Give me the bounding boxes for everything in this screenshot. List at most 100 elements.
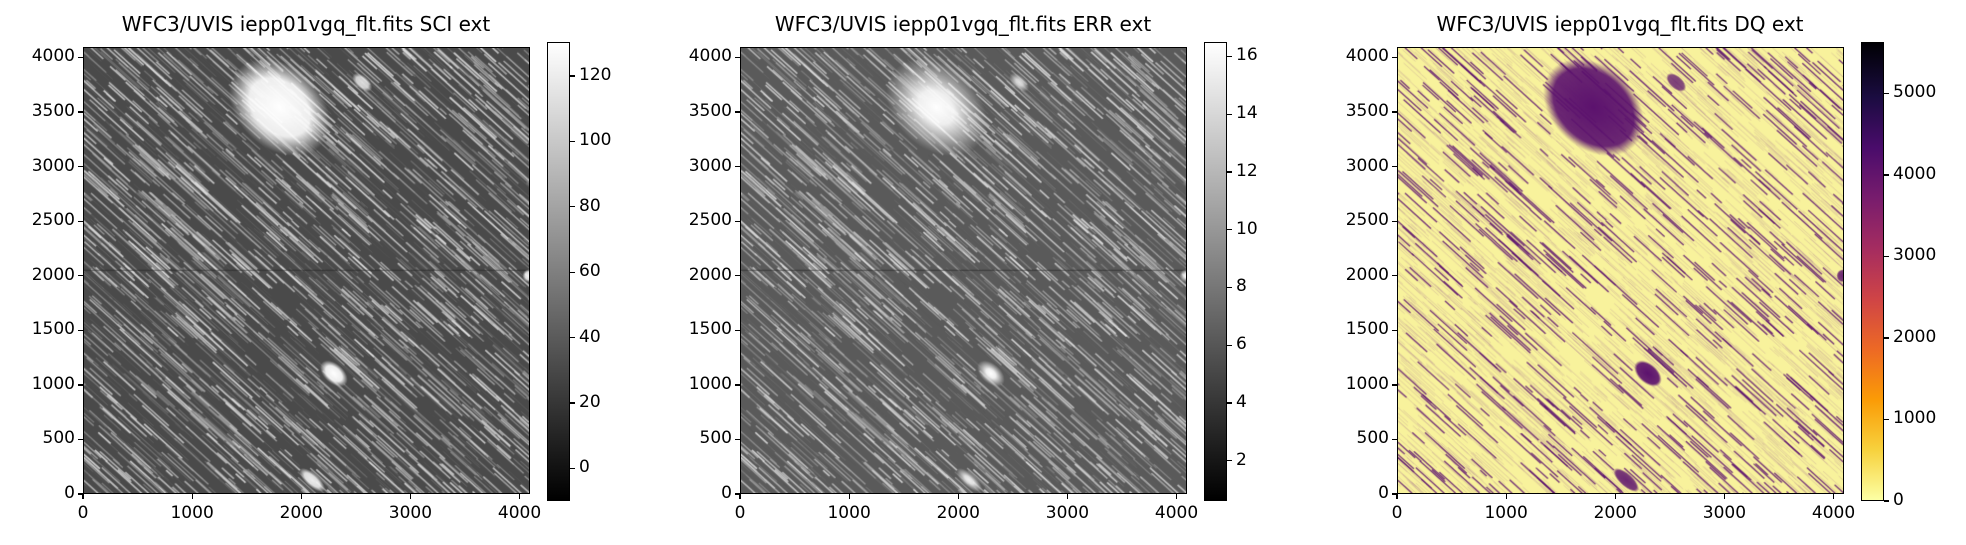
colorbar-tick xyxy=(1227,286,1232,289)
colorbar-tick xyxy=(570,75,575,77)
y-tick xyxy=(1392,384,1397,386)
x-tick xyxy=(848,494,850,499)
colorbar-tick-label: 5000 xyxy=(1893,82,1937,103)
y-tick xyxy=(735,438,740,441)
y-tick xyxy=(735,56,740,59)
x-tick xyxy=(1175,494,1178,499)
x-tick-label: 4000 xyxy=(497,503,542,523)
colorbar-tick-label: 10 xyxy=(1236,218,1258,239)
y-tick-label: 3000 xyxy=(1345,155,1389,176)
colorbar-tick-label: 20 xyxy=(579,391,601,412)
y-tick-label: 3500 xyxy=(688,101,732,122)
x-tick-label: 4000 xyxy=(1811,503,1856,523)
y-tick xyxy=(78,111,83,113)
colorbar-tick-label: 4 xyxy=(1236,391,1247,412)
colorbar-tick xyxy=(570,271,575,273)
y-tick xyxy=(1392,438,1397,441)
x-tick-label: 0 xyxy=(1391,503,1403,523)
colorbar-tick-label: 12 xyxy=(1236,160,1258,181)
x-tick-label: 4000 xyxy=(1154,503,1199,523)
dq-colorbar xyxy=(1861,42,1884,501)
y-tick-label: 0 xyxy=(64,483,75,503)
y-tick xyxy=(78,329,83,331)
colorbar-tick xyxy=(1227,113,1232,115)
colorbar-tick-label: 100 xyxy=(579,130,612,151)
err-panel: WFC3/UVIS iepp01vgq_flt.fits ERR ext xyxy=(740,12,1227,501)
sci-image-axes xyxy=(83,47,530,494)
y-tick xyxy=(735,220,740,222)
colorbar-tick xyxy=(1227,55,1232,58)
colorbar-tick-label: 2 xyxy=(1236,449,1247,470)
chart-title: WFC3/UVIS iepp01vgq_flt.fits ERR ext xyxy=(774,12,1152,36)
y-tick-label: 2000 xyxy=(1345,264,1389,285)
x-tick-label: 1000 xyxy=(1484,503,1528,523)
x-tick xyxy=(1832,494,1835,499)
colorbar-tick xyxy=(570,336,575,339)
dq-image-axes xyxy=(1397,47,1844,494)
colorbar-tick xyxy=(1227,459,1232,462)
y-tick xyxy=(78,220,83,222)
x-tick-label: 2000 xyxy=(1593,503,1637,523)
colorbar-tick xyxy=(1884,92,1889,95)
y-tick-label: 2000 xyxy=(688,264,732,285)
y-tick-label: 500 xyxy=(699,428,732,449)
colorbar-tick xyxy=(1884,174,1889,176)
y-tick xyxy=(1392,493,1397,495)
y-tick-label: 1000 xyxy=(1345,373,1389,394)
y-tick-label: 1500 xyxy=(31,319,75,340)
x-tick-label: 1000 xyxy=(827,503,871,523)
x-tick xyxy=(957,494,959,499)
y-tick-label: 1500 xyxy=(1345,319,1389,340)
y-tick xyxy=(735,111,740,113)
y-tick-label: 500 xyxy=(1356,428,1389,449)
x-tick xyxy=(1723,494,1726,499)
x-tick-label: 0 xyxy=(77,503,89,523)
sci-panel: WFC3/UVIS iepp01vgq_flt.fits SCI ext xyxy=(0,0,655,545)
err-image xyxy=(741,48,1186,493)
err-image-axes xyxy=(740,47,1187,494)
y-tick xyxy=(1392,56,1397,59)
y-tick-label: 1000 xyxy=(688,373,732,394)
x-tick-label: 3000 xyxy=(1702,503,1747,523)
colorbar-tick xyxy=(1227,402,1232,404)
colorbar-tick-label: 3000 xyxy=(1893,245,1937,266)
x-tick xyxy=(518,494,521,499)
y-tick-label: 4000 xyxy=(1345,46,1389,67)
x-tick-label: 3000 xyxy=(388,503,433,523)
colorbar-tick-label: 0 xyxy=(1893,490,1904,510)
y-tick xyxy=(735,493,740,495)
y-tick xyxy=(735,275,740,277)
y-tick-label: 2500 xyxy=(688,210,732,231)
colorbar-tick-label: 1000 xyxy=(1893,408,1937,429)
colorbar-tick xyxy=(1227,171,1232,173)
colorbar-tick xyxy=(570,402,575,404)
x-tick-label: 2000 xyxy=(936,503,980,523)
y-tick xyxy=(78,275,83,277)
colorbar-tick xyxy=(1884,500,1889,502)
x-tick xyxy=(739,494,741,499)
y-tick xyxy=(78,384,83,386)
colorbar-tick xyxy=(570,467,575,469)
colorbar-tick xyxy=(1884,337,1889,339)
chart-title: WFC3/UVIS iepp01vgq_flt.fits SCI ext xyxy=(121,12,491,36)
colorbar-tick xyxy=(1884,418,1889,421)
colorbar-tick-label: 40 xyxy=(579,326,601,347)
x-tick xyxy=(191,494,193,499)
x-tick-label: 3000 xyxy=(1045,503,1090,523)
sci-colorbar xyxy=(547,42,570,501)
y-tick xyxy=(735,166,740,168)
y-tick-label: 0 xyxy=(721,483,732,503)
y-tick xyxy=(78,438,83,441)
y-tick-label: 2500 xyxy=(31,210,75,231)
y-tick xyxy=(1392,329,1397,331)
colorbar-tick xyxy=(1227,229,1232,231)
sci-image xyxy=(84,48,529,493)
colorbar-tick xyxy=(1227,344,1232,346)
x-tick xyxy=(82,494,84,499)
y-tick-label: 3000 xyxy=(31,155,75,176)
y-tick xyxy=(1392,220,1397,222)
colorbar-tick-label: 120 xyxy=(579,65,612,85)
y-tick-label: 1500 xyxy=(688,319,732,340)
colorbar-tick xyxy=(570,206,575,208)
